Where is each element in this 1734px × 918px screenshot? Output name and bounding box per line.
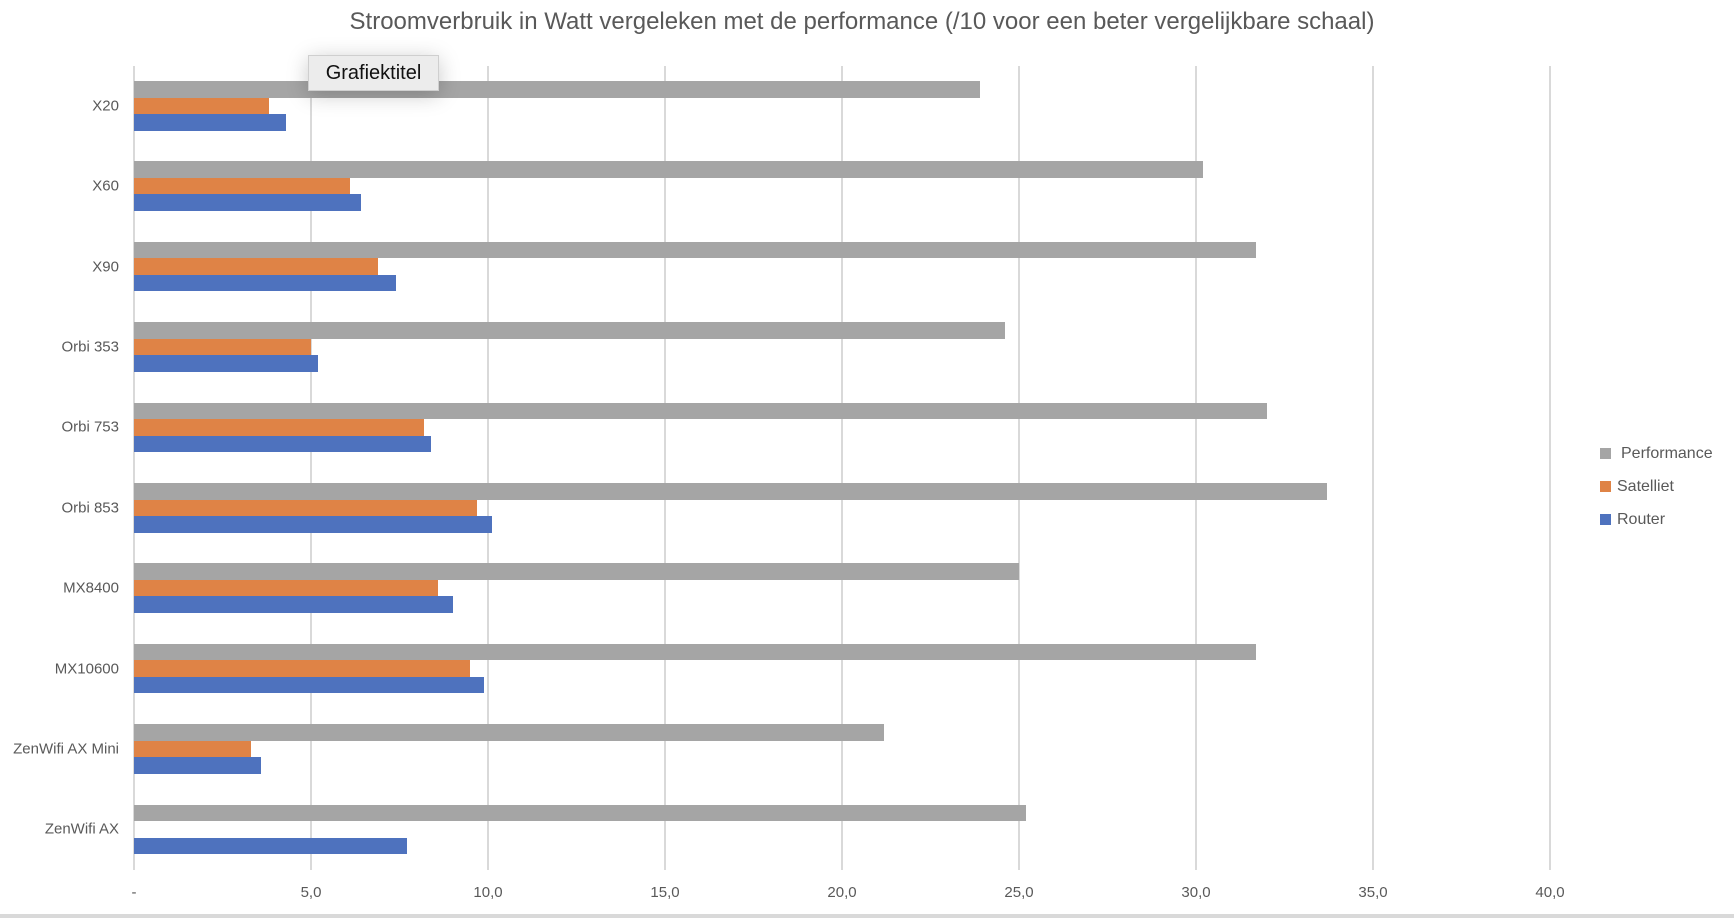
bar-satelliet-x20[interactable] bbox=[134, 97, 269, 114]
category-label: Orbi 853 bbox=[61, 499, 119, 517]
bar-satelliet-orbi-753[interactable] bbox=[134, 419, 425, 436]
legend-swatch-icon bbox=[1600, 514, 1611, 525]
category-label: X20 bbox=[92, 97, 119, 115]
bar-satelliet-orbi-353[interactable] bbox=[134, 338, 311, 356]
bar-router-x90[interactable] bbox=[134, 274, 396, 292]
legend-label: Performance bbox=[1621, 444, 1713, 462]
legend-label: Satelliet bbox=[1617, 477, 1674, 495]
x-tick-label: 5,0 bbox=[300, 884, 322, 901]
bar-router-orbi-353[interactable] bbox=[134, 355, 319, 372]
bar-performance-orbi-853[interactable] bbox=[134, 483, 1327, 500]
gridline bbox=[487, 66, 489, 870]
bar-performance-zenwifi-ax[interactable] bbox=[134, 804, 1027, 822]
category-label: MX10600 bbox=[54, 660, 119, 678]
category-label: ZenWifi AX Mini bbox=[13, 740, 119, 758]
gridline bbox=[1372, 66, 1374, 870]
category-label: X60 bbox=[92, 177, 119, 195]
bar-router-x60[interactable] bbox=[134, 194, 361, 211]
bar-performance-x60[interactable] bbox=[134, 161, 1204, 178]
bar-performance-orbi-353[interactable] bbox=[134, 322, 1005, 339]
bar-satelliet-zenwifi-ax-mini[interactable] bbox=[134, 740, 251, 758]
bar-performance-x20[interactable] bbox=[134, 81, 981, 98]
x-tick-label: 20,0 bbox=[827, 884, 857, 901]
bar-performance-mx10600[interactable] bbox=[134, 643, 1257, 661]
bar-router-mx8400[interactable] bbox=[134, 596, 453, 613]
bar-satelliet-mx8400[interactable] bbox=[134, 579, 439, 597]
bar-performance-mx8400[interactable] bbox=[134, 563, 1019, 580]
category-label: X90 bbox=[92, 258, 119, 276]
bar-satelliet-orbi-853[interactable] bbox=[134, 499, 478, 516]
x-tick-label: 35,0 bbox=[1358, 884, 1388, 901]
legend-label: Router bbox=[1617, 510, 1666, 528]
category-label: ZenWifi AX bbox=[44, 820, 119, 838]
legend-swatch-icon bbox=[1600, 481, 1611, 492]
bar-router-zenwifi-ax-mini[interactable] bbox=[134, 757, 262, 774]
bar-router-zenwifi-ax[interactable] bbox=[134, 837, 407, 855]
bar-performance-orbi-753[interactable] bbox=[134, 402, 1267, 420]
legend-item-performance[interactable]: Performance bbox=[1600, 437, 1713, 470]
category-label: MX8400 bbox=[63, 579, 119, 597]
bottom-border bbox=[0, 914, 1734, 918]
legend[interactable]: Performance Satelliet Router bbox=[1600, 437, 1713, 536]
legend-item-router[interactable]: Router bbox=[1600, 503, 1713, 536]
bar-router-orbi-853[interactable] bbox=[134, 516, 492, 533]
bar-router-mx10600[interactable] bbox=[134, 676, 485, 694]
legend-swatch-icon bbox=[1600, 448, 1611, 459]
x-tick-label: 25,0 bbox=[1004, 884, 1034, 901]
bar-performance-zenwifi-ax-mini[interactable] bbox=[134, 724, 885, 741]
x-tick-label: 30,0 bbox=[1181, 884, 1211, 901]
bar-satelliet-x90[interactable] bbox=[134, 258, 379, 275]
category-label: Orbi 753 bbox=[61, 418, 119, 436]
x-tick-label: 15,0 bbox=[650, 884, 680, 901]
gridline bbox=[1018, 66, 1020, 870]
chart-title[interactable]: Stroomverbruik in Watt vergeleken met de… bbox=[349, 8, 1375, 35]
gridline bbox=[841, 66, 843, 870]
category-label: Orbi 353 bbox=[61, 338, 119, 356]
legend-item-satelliet[interactable]: Satelliet bbox=[1600, 470, 1713, 503]
bar-router-x20[interactable] bbox=[134, 114, 287, 131]
bar-router-orbi-753[interactable] bbox=[134, 435, 432, 453]
bar-satelliet-mx10600[interactable] bbox=[134, 660, 471, 677]
gridline bbox=[1195, 66, 1197, 870]
bar-performance-x90[interactable] bbox=[134, 241, 1257, 259]
plot-area[interactable] bbox=[133, 66, 1554, 870]
gridline bbox=[310, 66, 312, 870]
x-tick-label: - bbox=[131, 884, 137, 901]
bar-satelliet-x60[interactable] bbox=[134, 177, 350, 195]
x-tick-label: 40,0 bbox=[1535, 884, 1565, 901]
y-axis-line bbox=[133, 66, 135, 870]
gridline bbox=[664, 66, 666, 870]
chart-title-tooltip: Grafiektitel bbox=[308, 55, 439, 91]
gridline bbox=[1549, 66, 1551, 870]
x-tick-label: 10,0 bbox=[473, 884, 503, 901]
